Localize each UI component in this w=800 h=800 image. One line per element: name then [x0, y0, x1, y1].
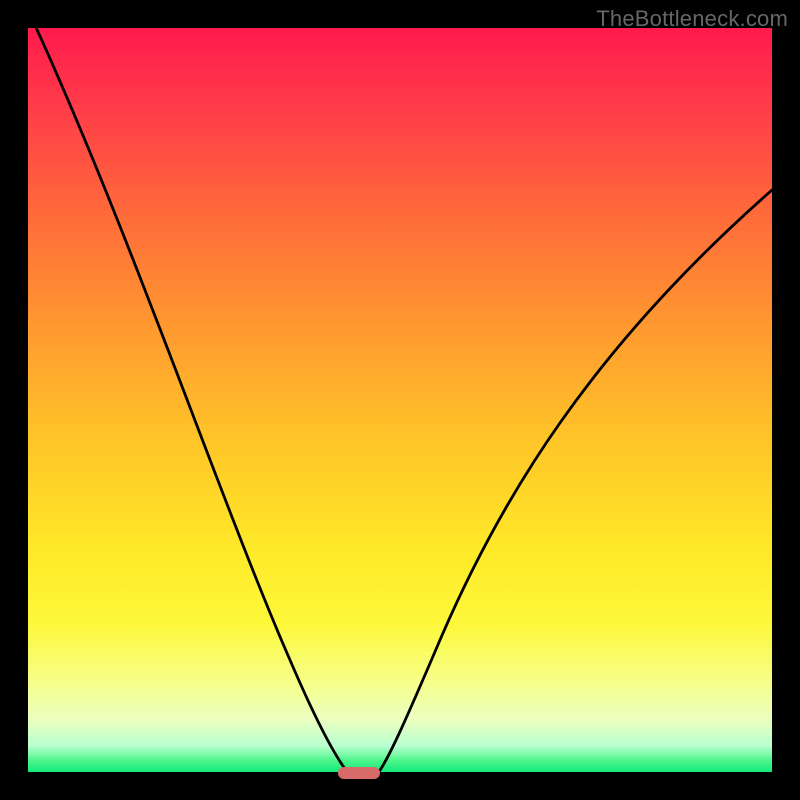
chart-container: TheBottleneck.com	[0, 0, 800, 800]
watermark-text: TheBottleneck.com	[596, 6, 788, 32]
optimal-marker	[338, 767, 380, 779]
bottleneck-chart	[0, 0, 800, 800]
plot-background	[28, 28, 772, 772]
